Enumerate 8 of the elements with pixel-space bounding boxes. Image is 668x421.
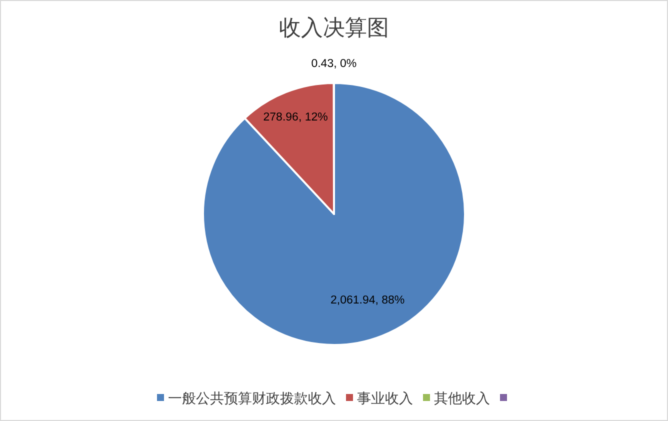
chart-title: 收入决算图 [279, 15, 389, 40]
data-label: 0.43, 0% [311, 58, 357, 70]
data-label: 278.96, 12% [263, 112, 328, 124]
legend-label: 事业收入 [357, 390, 413, 406]
legend-label: 其他收入 [434, 390, 490, 406]
legend: 一般公共预算财政拨款收入 事业收入 其他收入 [157, 390, 507, 406]
legend-label: 一般公共预算财政拨款收入 [168, 390, 336, 406]
data-label: 2,061.94, 88% [330, 294, 405, 306]
